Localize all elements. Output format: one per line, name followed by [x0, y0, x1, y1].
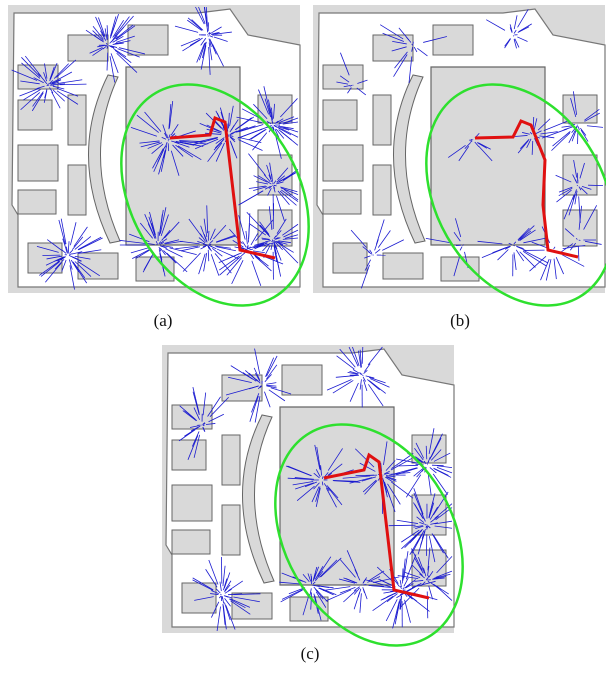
tree-edge — [577, 173, 578, 182]
tree-edge — [311, 582, 312, 584]
panel-b — [313, 5, 606, 339]
tree-edge — [272, 240, 273, 241]
tree-edge — [208, 250, 209, 261]
panel-label: (c) — [301, 644, 320, 663]
tree-edge — [577, 185, 578, 186]
tree-edge — [362, 347, 363, 364]
tree-edge — [168, 139, 169, 140]
tree-edge — [427, 591, 428, 618]
panel-label: (a) — [154, 311, 173, 330]
panel-a — [8, 5, 347, 339]
tree-edge — [426, 579, 427, 580]
tree-edge — [412, 44, 413, 45]
figure: (a) (b) (c) — [0, 0, 606, 675]
panel-c — [162, 345, 501, 675]
tree-edge — [157, 244, 158, 245]
tree-edge — [362, 375, 363, 376]
tree-edge — [513, 35, 514, 36]
panel-label: (b) — [450, 311, 470, 330]
tree-edge — [426, 446, 427, 459]
